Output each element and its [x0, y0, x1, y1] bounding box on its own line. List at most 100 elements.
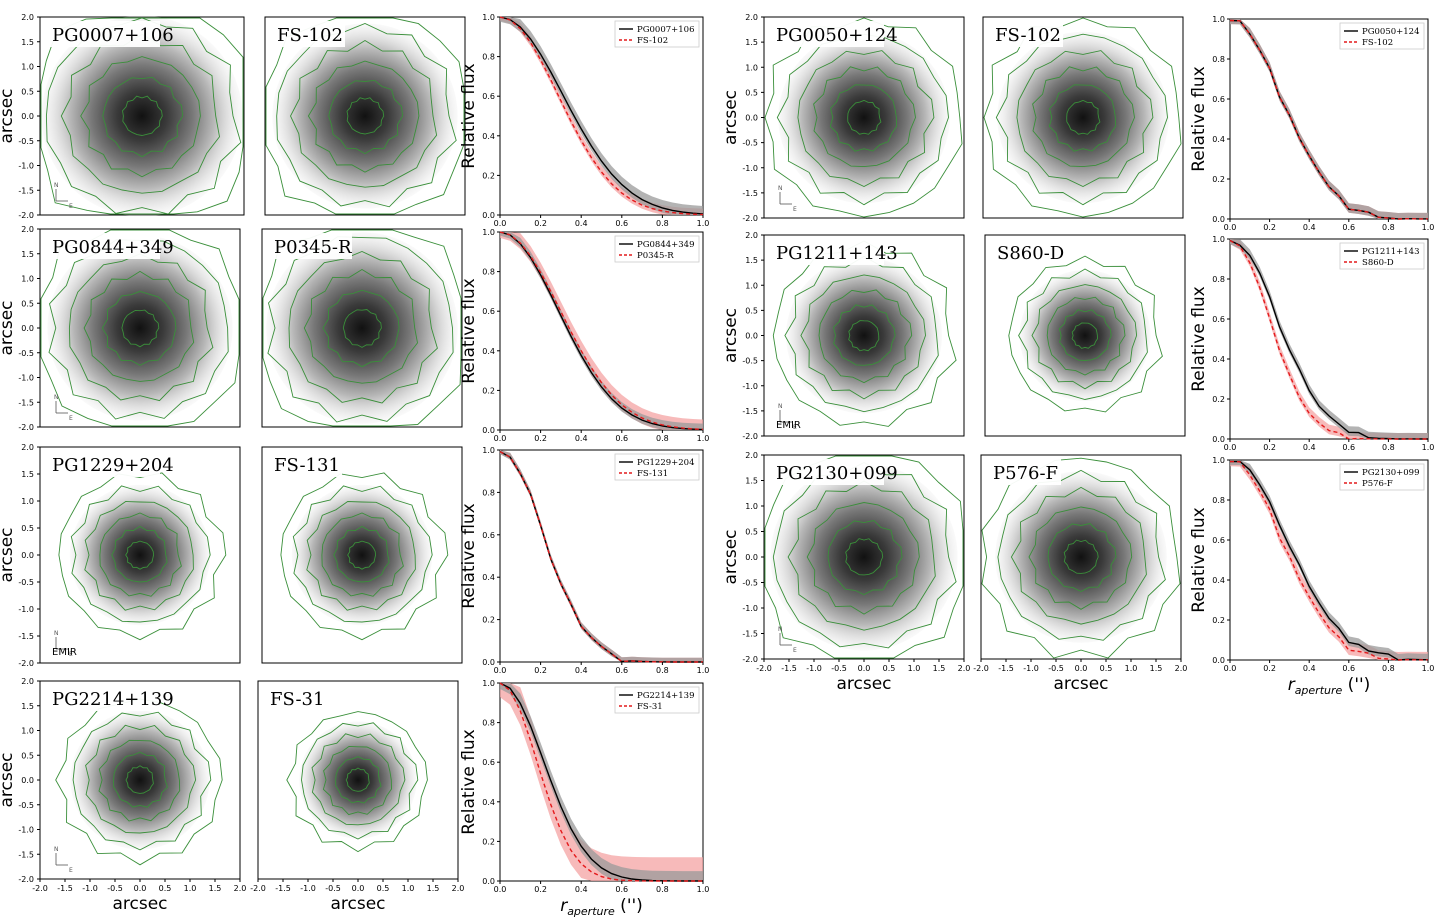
y-tick-label: 1.5 — [21, 250, 34, 259]
x-tick-label: 0.5 — [1100, 664, 1113, 673]
psf-blob — [69, 484, 211, 626]
y-tick-label: 0.2 — [482, 386, 495, 395]
x-tick-label: 0.4 — [575, 885, 588, 894]
x-tick-label: 1.0 — [697, 666, 710, 675]
contour-line — [1063, 539, 1099, 574]
x-tick-label: 2.0 — [1175, 664, 1188, 673]
y-tick-label: 1.0 — [745, 63, 758, 72]
y-tick-label: 0.0 — [21, 776, 34, 785]
contour-line — [122, 95, 163, 136]
contour-line — [83, 270, 195, 382]
y-tick-label: -1.0 — [18, 162, 34, 171]
name-box — [264, 685, 328, 711]
north-label: N — [778, 626, 783, 633]
y-tick-label: -0.5 — [742, 139, 758, 148]
name-box — [46, 233, 160, 259]
contour-line — [776, 33, 949, 206]
psf-blob — [1019, 269, 1151, 402]
compass-arrows: NE — [54, 182, 73, 210]
legend-box — [614, 235, 700, 263]
contour-line — [345, 767, 370, 792]
contour-line — [311, 733, 406, 826]
y-tick-label: 0.5 — [745, 88, 758, 97]
image-panel-reference-4: FS-102 — [982, 16, 1184, 219]
y-tick-label: 0.4 — [1212, 576, 1225, 585]
contour-line — [85, 724, 197, 834]
y-tick-label: 0.8 — [1212, 496, 1225, 505]
y-tick-label: 0.2 — [482, 616, 495, 625]
y-tick-label: 0.5 — [21, 87, 34, 96]
x-tick-label: -0.5 — [107, 884, 123, 893]
contour-line — [1071, 322, 1098, 349]
reference-object-name: P576-F — [993, 463, 1058, 484]
y-tick-label: -0.5 — [18, 137, 34, 146]
contour-line — [265, 17, 465, 215]
name-box — [46, 685, 160, 711]
uncertainty-band — [500, 17, 703, 215]
contour-line — [847, 99, 882, 135]
profile-frame — [1229, 238, 1429, 440]
east-label: E — [793, 424, 797, 431]
y-tick-label: 2.0 — [21, 13, 34, 22]
legend-box — [614, 453, 700, 481]
contour-line — [981, 457, 1181, 659]
contour-line — [342, 309, 382, 348]
y-axis-label: arcsec — [0, 752, 17, 807]
y-tick-label: 1.0 — [1212, 235, 1225, 244]
contour-line — [1010, 486, 1147, 625]
psf-blob — [47, 235, 233, 421]
x-tick-label: -1.0 — [82, 884, 98, 893]
profile-panel-6: 0.0 0.2 0.4 0.6 0.8 1.0 0.0 0.2 0.4 0.6 0.8 1.0 Rela… — [1189, 456, 1434, 697]
legend-reference-label: P576-F — [1362, 479, 1393, 489]
y-tick-label: 0.5 — [21, 299, 34, 308]
x-axis-label: arcsec — [330, 894, 385, 914]
contour-line — [1018, 268, 1148, 400]
y-tick-label: 2.0 — [21, 443, 34, 452]
y-tick-label: 1.5 — [745, 256, 758, 265]
science-object-name: PG2214+139 — [52, 689, 174, 710]
psf-blob — [778, 31, 950, 204]
y-tick-label: 0.0 — [21, 112, 34, 121]
y-tick-label: -1.0 — [742, 164, 758, 173]
contour-line — [321, 512, 404, 597]
east-label: E — [69, 867, 73, 874]
y-tick-label: 1.5 — [21, 38, 34, 47]
y-tick-label: 0.4 — [482, 347, 495, 356]
x-tick-label: -2.0 — [973, 664, 989, 673]
image-panel-science-0: PG0007+106 — [39, 15, 245, 217]
y-tick-label: 0.6 — [1212, 536, 1225, 545]
contour-line — [292, 485, 433, 623]
y-tick-label: 0.5 — [21, 524, 34, 533]
x-tick-label: 0.2 — [534, 434, 547, 443]
y-tick-label: -2.0 — [18, 659, 34, 668]
name-box — [770, 239, 884, 265]
profile-y-label: Relative flux — [459, 729, 479, 835]
y-tick-label: 1.0 — [745, 502, 758, 511]
contour-line — [45, 17, 242, 215]
contour-line — [800, 274, 926, 400]
x-tick-label: 0.0 — [494, 885, 507, 894]
x-tick-label: 0.0 — [494, 666, 507, 675]
x-tick-label: 1.0 — [697, 219, 710, 228]
uncertainty-band — [500, 17, 703, 215]
psf-blob — [41, 15, 243, 217]
contour-line — [1058, 309, 1112, 361]
x-tick-label: 0.8 — [656, 885, 669, 894]
science-curve — [499, 16, 704, 215]
east-label: E — [69, 203, 73, 210]
compass-arrows: NE — [54, 846, 73, 874]
profile-y-label: Relative flux — [1189, 286, 1209, 392]
contour-line — [289, 39, 438, 188]
profile-panel-5: 0.0 0.2 0.4 0.6 0.8 1.0 0.0 0.2 0.4 0.6 0.8 1.0 Rela… — [1189, 235, 1434, 452]
x-tick-label: 0.0 — [352, 884, 365, 893]
y-tick-label: 0.5 — [21, 751, 34, 760]
x-axis-label: arcsec — [112, 894, 167, 914]
reference-object-name: FS-31 — [270, 689, 324, 710]
image-panel-reference-1: P0345-R — [261, 228, 463, 428]
profile-x-label: raperture ('') — [1288, 675, 1371, 697]
contour-line — [833, 304, 896, 366]
contour-line — [1016, 50, 1154, 188]
y-tick-label: -1.5 — [742, 189, 758, 198]
psf-blob — [995, 471, 1167, 643]
y-tick-label: 0.6 — [1212, 95, 1225, 104]
